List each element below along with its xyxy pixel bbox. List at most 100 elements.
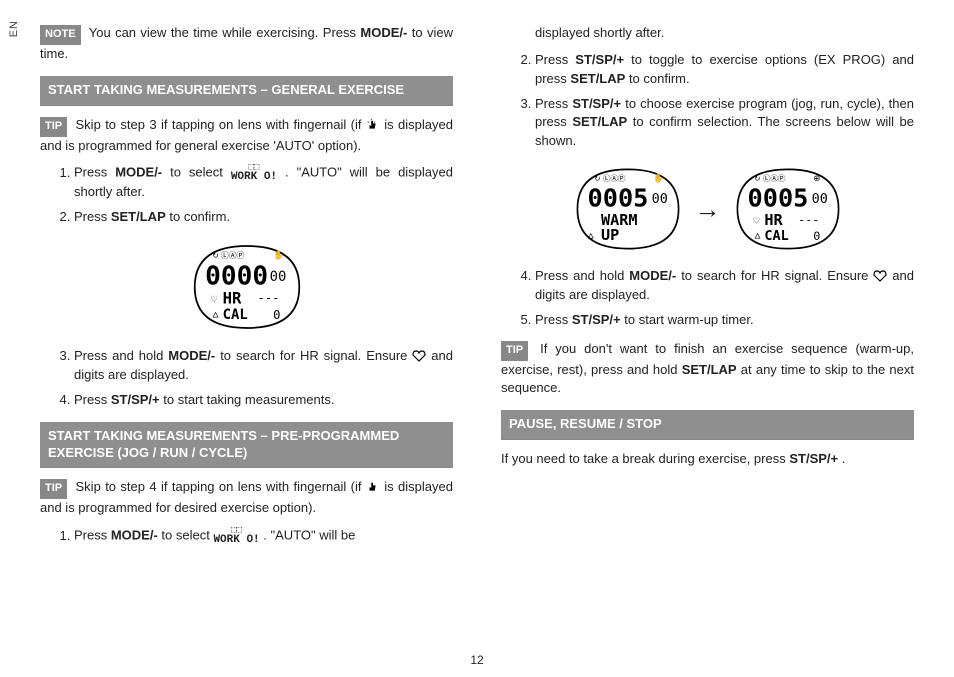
mini-display-text: WORK O!	[213, 534, 259, 546]
svg-text:HR: HR	[222, 289, 241, 308]
svg-text:✋: ✋	[273, 250, 284, 260]
pause-text-b: .	[842, 451, 846, 466]
step-bold: MODE/-	[629, 268, 676, 283]
mini-display-text: WORK O!	[231, 171, 277, 183]
section-header-pause: PAUSE, RESUME / STOP	[501, 410, 914, 440]
hand-tap-icon	[366, 119, 380, 131]
watch-display-right: ↻ ⓁⒶⓅ ⊕ 0005 00 ♡ HR --- 🜂 CAL 0	[729, 161, 847, 257]
svg-text:🜂: 🜂	[754, 232, 761, 241]
svg-text:00: 00	[811, 191, 827, 207]
tip1-text-a: Skip to step 3 if tapping on lens with f…	[76, 117, 366, 132]
section-header-preprog: START TAKING MEASUREMENTS – PRE-PROGRAMM…	[40, 422, 453, 469]
steps-list-r2: Press and hold MODE/- to search for HR s…	[501, 267, 914, 330]
svg-text:HR: HR	[764, 211, 783, 229]
mini-display-icon: ⬚⬚ WORK O!	[231, 163, 277, 183]
continued-text: displayed shortly after.	[501, 24, 914, 43]
step-text: Press	[535, 312, 572, 327]
hand-tap-icon	[366, 481, 380, 493]
steps-list-r1: Press ST/SP/+ to toggle to exercise opti…	[501, 51, 914, 151]
step-text: Press	[74, 392, 111, 407]
svg-text:↻ ⓁⒶⓅ: ↻ ⓁⒶⓅ	[594, 174, 626, 183]
svg-text:---: ---	[257, 291, 279, 305]
left-column: NOTE You can view the time while exercis…	[36, 24, 457, 556]
list-item: Press ST/SP/+ to start warm-up timer.	[535, 311, 914, 330]
step-bold: SET/LAP	[570, 71, 625, 86]
step-bold: ST/SP/+	[111, 392, 160, 407]
svg-text:🜂: 🜂	[212, 311, 219, 320]
tip-badge: TIP	[501, 341, 528, 361]
svg-text:0: 0	[273, 308, 280, 322]
tip3-paragraph: TIP If you don't want to finish an exerc…	[501, 340, 914, 399]
note-paragraph: NOTE You can view the time while exercis…	[40, 24, 453, 64]
step-bold: SET/LAP	[111, 209, 166, 224]
list-item: Press ST/SP/+ to choose exercise program…	[535, 95, 914, 152]
steps-list-1: Press MODE/- to select ⬚⬚ WORK O! . "AUT…	[40, 163, 453, 227]
heart-icon	[412, 350, 426, 362]
step-bold: ST/SP/+	[572, 312, 621, 327]
list-item: Press SET/LAP to confirm.	[74, 208, 453, 227]
step-text: to confirm.	[629, 71, 690, 86]
step-text: to confirm.	[169, 209, 230, 224]
step-text: to start warm-up timer.	[624, 312, 753, 327]
svg-text:00: 00	[651, 191, 667, 207]
step-bold: MODE/-	[115, 165, 162, 180]
step-text: to start taking measurements.	[163, 392, 334, 407]
list-item: Press and hold MODE/- to search for HR s…	[535, 267, 914, 305]
pause-bold: ST/SP/+	[789, 451, 838, 466]
step-bold: ST/SP/+	[572, 96, 621, 111]
note-badge: NOTE	[40, 25, 81, 45]
step-text: Press and hold	[74, 348, 168, 363]
watch-display-1: ↻ ⓁⒶⓅ ✋ 0000 00 ♡ HR --- 🜂 CAL 0	[186, 237, 308, 337]
step-text: to select	[170, 165, 231, 180]
step-text: to select	[161, 528, 213, 543]
list-item: Press ST/SP/+ to start taking measuremen…	[74, 391, 453, 410]
svg-text:↻ ⓁⒶⓅ: ↻ ⓁⒶⓅ	[754, 174, 786, 183]
svg-text:CAL: CAL	[222, 307, 247, 323]
tip1-paragraph: TIP Skip to step 3 if tapping on lens wi…	[40, 116, 453, 156]
svg-text:♡: ♡	[752, 215, 760, 225]
step-text: to search for HR signal. Ensure	[681, 268, 873, 283]
page-content: NOTE You can view the time while exercis…	[0, 0, 954, 568]
step-text: . "AUTO" will be	[263, 528, 355, 543]
step-text: Press	[74, 165, 115, 180]
language-tab: EN	[8, 20, 20, 37]
tip-badge: TIP	[40, 479, 67, 499]
note-text-a: You can view the time while exercising. …	[89, 25, 361, 40]
heart-icon	[873, 270, 887, 282]
list-item: Press MODE/- to select ⬚⬚ WORK O! . "AUT…	[74, 163, 453, 202]
step-bold: ST/SP/+	[575, 52, 624, 67]
svg-text:0005: 0005	[587, 184, 648, 213]
pause-text-a: If you need to take a break during exerc…	[501, 451, 789, 466]
note-bold: MODE/-	[360, 25, 407, 40]
svg-text:0: 0	[813, 229, 820, 243]
tip-badge: TIP	[40, 117, 67, 137]
list-item: Press and hold MODE/- to search for HR s…	[74, 347, 453, 385]
step-bold: MODE/-	[111, 528, 158, 543]
svg-text:0005: 0005	[747, 184, 808, 213]
mini-display-icon: ⬚⬚ WORK O!	[213, 526, 259, 546]
svg-text:0000: 0000	[205, 262, 268, 292]
steps-list-1b: Press and hold MODE/- to search for HR s…	[40, 347, 453, 410]
right-column: displayed shortly after. Press ST/SP/+ t…	[497, 24, 918, 556]
pause-paragraph: If you need to take a break during exerc…	[501, 450, 914, 469]
svg-text:⊕: ⊕	[813, 173, 820, 183]
arrow-right-icon: →	[695, 194, 721, 225]
svg-text:♡: ♡	[210, 294, 218, 304]
step-text: Press	[74, 209, 111, 224]
tip2-paragraph: TIP Skip to step 4 if tapping on lens wi…	[40, 478, 453, 518]
step-text: to search for HR signal. Ensure	[220, 348, 412, 363]
svg-text:CAL: CAL	[764, 228, 788, 244]
list-item: Press ST/SP/+ to toggle to exercise opti…	[535, 51, 914, 89]
step-bold: MODE/-	[168, 348, 215, 363]
svg-text:🜂: 🜂	[587, 232, 594, 241]
steps-list-2: Press MODE/- to select ⬚⬚ WORK O! . "AUT…	[40, 526, 453, 546]
step-text: Press and hold	[535, 268, 629, 283]
list-item: Press MODE/- to select ⬚⬚ WORK O! . "AUT…	[74, 526, 453, 546]
svg-text:✋: ✋	[653, 173, 663, 183]
step-text: Press	[74, 528, 111, 543]
step-text: Press	[535, 52, 575, 67]
page-number: 12	[470, 653, 483, 667]
tip3-bold: SET/LAP	[682, 362, 737, 377]
svg-text:UP: UP	[601, 226, 619, 244]
svg-text:---: ---	[798, 212, 819, 226]
